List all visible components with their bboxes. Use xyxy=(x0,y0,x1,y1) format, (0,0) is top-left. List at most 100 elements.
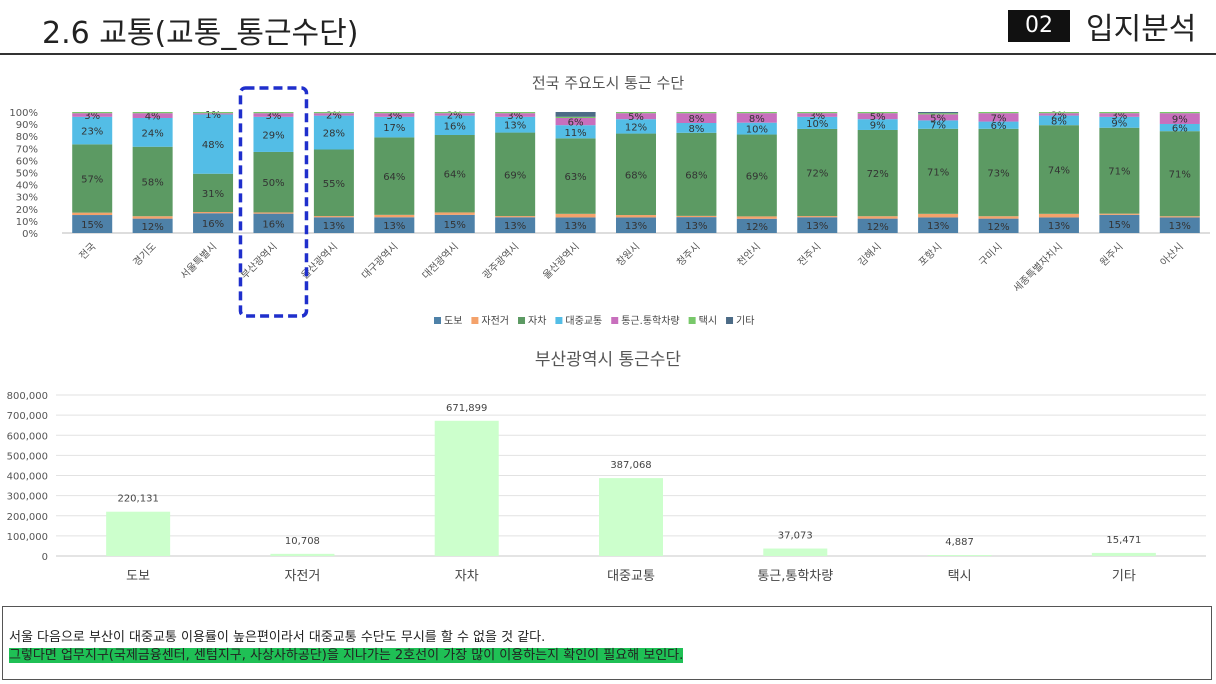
chart1-data-label: 71% xyxy=(927,167,949,178)
chart1-ytick-label: 80% xyxy=(16,132,38,143)
chart1-data-label: 11% xyxy=(564,128,586,139)
chart1-data-label: 3% xyxy=(809,111,825,122)
chart1-bar-segment xyxy=(72,212,113,216)
chart1-bar-segment xyxy=(132,218,173,233)
chart2-ytick-label: 400,000 xyxy=(7,472,48,483)
chart1-data-label: 13% xyxy=(685,221,707,232)
chart1-bar-segment xyxy=(676,217,717,233)
chart1-bar-segment xyxy=(555,125,596,139)
chart1-bar-segment xyxy=(736,134,777,217)
chart1-ytick-label: 10% xyxy=(16,217,38,228)
chart1-data-label: 72% xyxy=(806,169,828,180)
note-highlight: 그렇다면 업무지구(국제금융센터, 센텀지구, 사상사하공단)을 지나가는 2호… xyxy=(9,648,684,663)
chart1-category-label: 창원시 xyxy=(614,241,642,269)
chart1-category-label: 대구광역시 xyxy=(359,241,400,282)
chart1-data-label: 8% xyxy=(688,114,704,125)
chart1-bar-segment xyxy=(978,112,1019,114)
chart1-bar-segment xyxy=(1038,217,1079,233)
chart1-data-label: 12% xyxy=(867,222,889,233)
chart1-category-label: 전국 xyxy=(77,241,99,263)
chart1-bar-segment xyxy=(676,215,717,218)
chart1-highlight-box xyxy=(238,86,309,318)
chart1-ytick-label: 70% xyxy=(16,144,38,155)
chart1-data-label: 15% xyxy=(444,220,466,231)
chart1-ytick-label: 30% xyxy=(16,193,38,204)
chart1-bar-segment xyxy=(736,122,777,135)
chart1-data-label: 10% xyxy=(806,119,828,130)
chart1-data-label: 28% xyxy=(323,129,345,140)
chart2-category-label: 자전거 xyxy=(284,569,320,584)
chart1-bar-segment xyxy=(857,129,898,217)
chart1-data-label: 13% xyxy=(383,221,405,232)
chart2-bar xyxy=(599,478,663,556)
chart1-category-label: 천안시 xyxy=(735,241,763,269)
chart2-bar xyxy=(270,553,335,556)
chart1-category-label: 울산광역시 xyxy=(541,241,582,282)
chart1-category-label: 광주광역시 xyxy=(480,241,521,282)
chart1-bar-segment xyxy=(72,113,113,117)
chart1-bar-segment xyxy=(374,214,415,218)
chart1-bar-segment xyxy=(978,128,1019,217)
chart1-data-label: 5% xyxy=(930,113,946,124)
chart2-ytick-label: 300,000 xyxy=(7,492,48,503)
chart1-category-label: 부산광역시 xyxy=(239,241,280,282)
chart1-bar-segment xyxy=(1099,116,1140,128)
chart1-data-label: 48% xyxy=(202,140,224,151)
chart1-data-label: 24% xyxy=(142,128,164,139)
chart2-data-label: 15,471 xyxy=(1106,535,1141,546)
chart1-bar-segment xyxy=(978,216,1019,219)
chart1-bar-segment xyxy=(797,113,838,117)
chart1-bar-segment xyxy=(374,217,415,233)
chart2-category-label: 자차 xyxy=(455,569,479,584)
chart1-legend-label: 통근.통학차량 xyxy=(621,315,679,327)
chart1-data-label: 55% xyxy=(323,179,345,190)
chart1-bar-segment xyxy=(1159,113,1200,124)
chart2-title: 부산광역시 통근수단 xyxy=(535,350,682,370)
chart1-category-label: 아산시 xyxy=(1158,241,1186,269)
chart1-bar-segment xyxy=(555,117,596,126)
chart1-legend-swatch xyxy=(471,317,479,324)
chart1-data-label: 12% xyxy=(746,222,768,233)
chart1-bar-segment xyxy=(495,216,536,218)
chart1-data-label: 2% xyxy=(1051,110,1067,121)
chart2-bar xyxy=(1091,552,1156,556)
chart1-data-label: 3% xyxy=(507,111,523,122)
chart1-data-label: 13% xyxy=(625,221,647,232)
chart1-bar-segment xyxy=(616,215,656,218)
chart1-bar-segment xyxy=(857,113,898,120)
chart2-data-label: 220,131 xyxy=(117,494,158,505)
chart2-ytick-label: 200,000 xyxy=(7,512,48,523)
chart2-data-label: 4,887 xyxy=(945,537,974,548)
chart1-bar-segment xyxy=(253,212,294,214)
chart1-data-label: 13% xyxy=(323,221,345,232)
chart1-bar-segment xyxy=(495,112,536,114)
chart1-legend-swatch xyxy=(726,317,734,324)
chart1-data-label: 13% xyxy=(504,121,526,132)
chart2-category-label: 도보 xyxy=(126,569,150,584)
chart1-bar-segment xyxy=(132,113,173,118)
chart1-legend-swatch xyxy=(518,317,526,324)
chart1-bar-segment xyxy=(616,217,656,233)
chart1-bar-segment xyxy=(555,138,596,214)
chart1-bar-segment xyxy=(374,137,415,215)
chart1-data-label: 8% xyxy=(1051,116,1067,127)
chart2-data-label: 387,068 xyxy=(610,460,651,471)
chart1-bar-segment xyxy=(132,117,173,147)
note-line-2: 그렇다면 업무지구(국제금융센터, 센텀지구, 사상사하공단)을 지나가는 2호… xyxy=(9,647,1205,665)
chart1-data-label: 72% xyxy=(867,169,889,180)
chart1-bar-segment xyxy=(736,113,777,123)
chart1-category-label: 구미시 xyxy=(977,241,1005,269)
chart1-legend-swatch xyxy=(611,317,619,324)
chart1-bar-segment xyxy=(857,216,898,219)
chart1-data-label: 13% xyxy=(1169,221,1191,232)
chart1-ytick-label: 60% xyxy=(16,156,38,167)
chart1-bar-segment xyxy=(253,213,294,233)
chart1-bar-segment xyxy=(978,218,1019,233)
chart1-bar-segment xyxy=(1038,125,1079,214)
chart1-bar-segment xyxy=(193,173,234,213)
chart1-bar-segment xyxy=(132,146,173,217)
chart1-bar-segment xyxy=(857,112,898,114)
chart2-ytick-label: 600,000 xyxy=(7,431,48,442)
chart1-bar-segment xyxy=(1038,113,1079,116)
chart1-data-label: 12% xyxy=(987,222,1009,233)
